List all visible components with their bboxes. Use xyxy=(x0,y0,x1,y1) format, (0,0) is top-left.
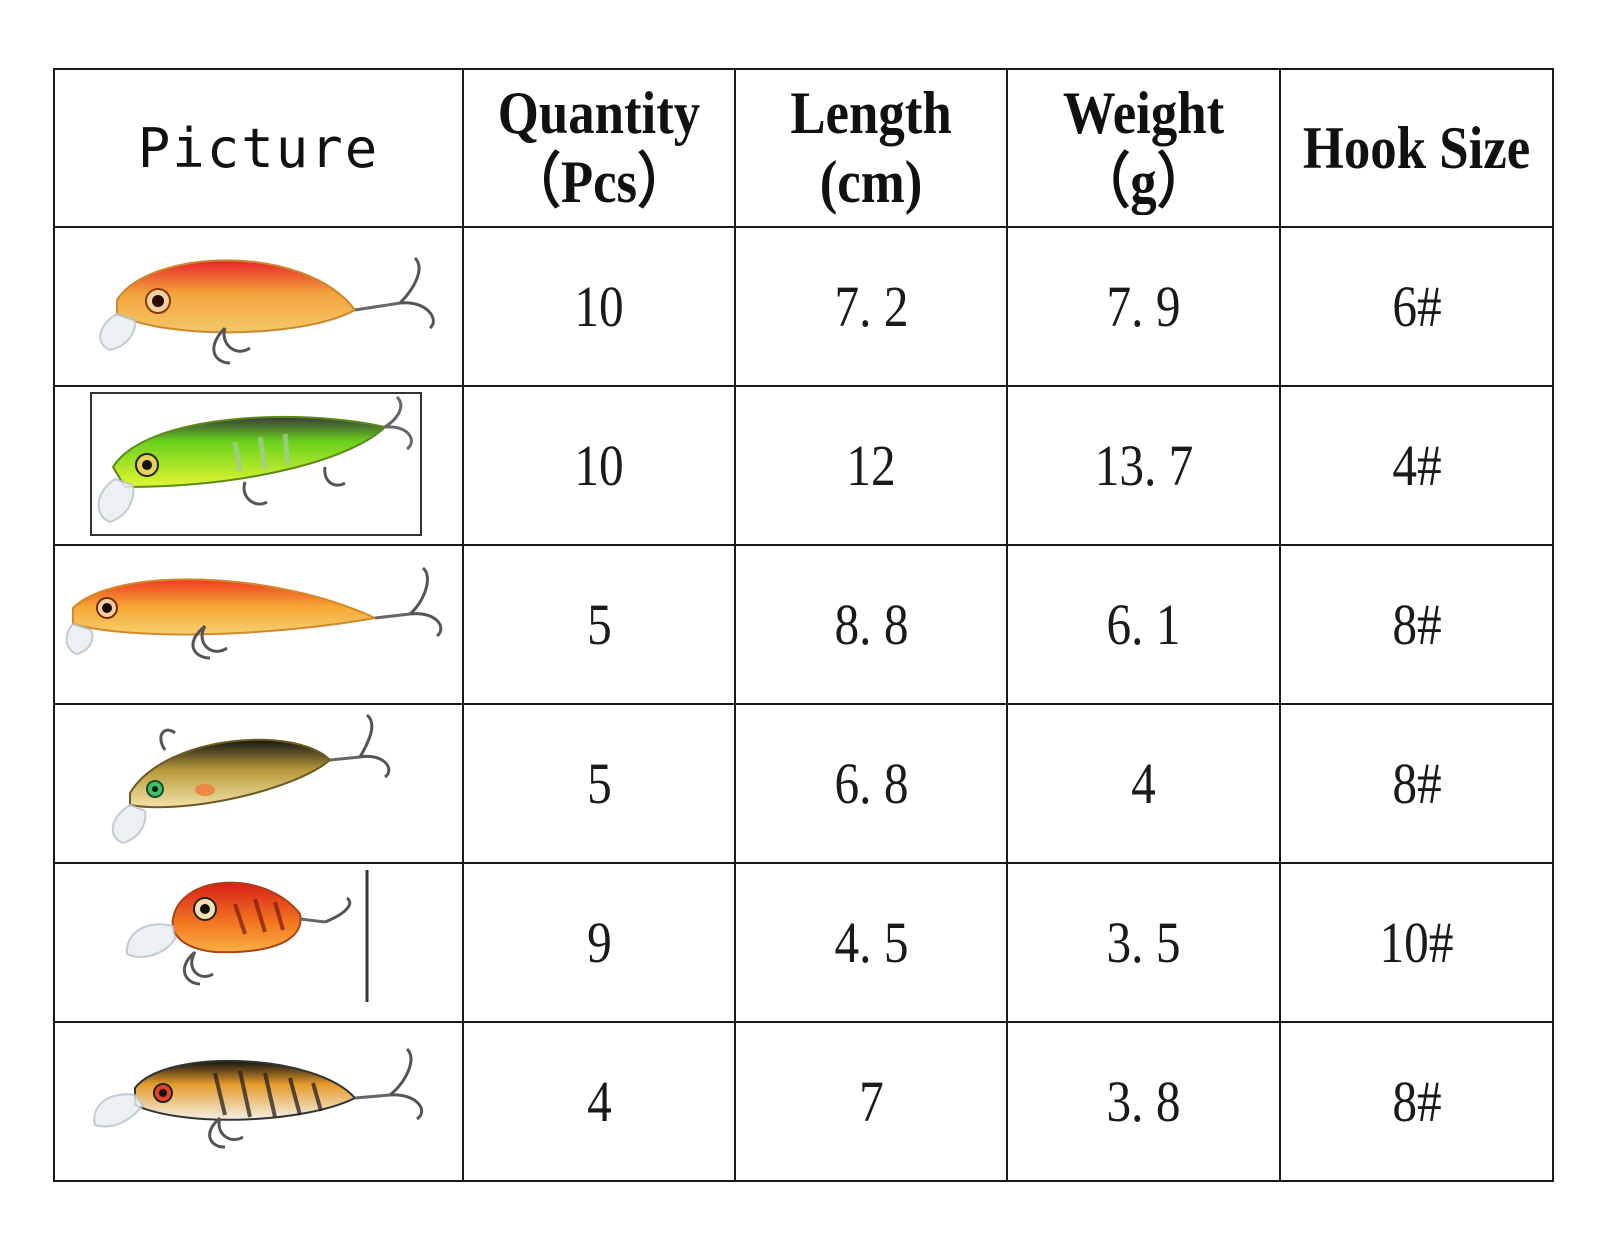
length-cell: 6. 8 xyxy=(734,703,1008,864)
quantity-value: 10 xyxy=(574,274,624,339)
header-picture: Picture xyxy=(53,68,464,228)
quantity-cell: 10 xyxy=(462,385,736,546)
weight-cell: 3. 8 xyxy=(1006,1021,1281,1182)
length-value: 4. 5 xyxy=(834,910,908,975)
hook-size-value: 8# xyxy=(1391,1069,1442,1134)
weight-cell: 7. 9 xyxy=(1006,226,1281,387)
quantity-value: 4 xyxy=(586,1069,612,1134)
weight-cell: 4 xyxy=(1006,703,1281,864)
header-hook-size: Hook Size xyxy=(1295,68,1538,228)
length-value: 6. 8 xyxy=(834,751,908,816)
header-quantity-label: Quantity xyxy=(497,80,701,146)
header-weight: Weight （g） xyxy=(1022,68,1265,228)
weight-cell: 6. 1 xyxy=(1006,544,1281,705)
black-back-gold-minnow-lure-icon xyxy=(111,713,391,845)
hook-size-cell: 4# xyxy=(1279,385,1554,546)
weight-cell: 3. 5 xyxy=(1006,862,1281,1023)
quantity-cell: 10 xyxy=(462,226,736,387)
length-cell: 12 xyxy=(734,385,1008,546)
quantity-cell: 9 xyxy=(462,862,736,1023)
table-row: 5 8. 8 6. 1 8# xyxy=(53,544,1554,705)
header-quantity: Quantity （Pcs） xyxy=(478,68,720,228)
length-cell: 8. 8 xyxy=(734,544,1008,705)
length-value: 7 xyxy=(858,1069,884,1134)
hook-size-cell: 8# xyxy=(1279,1021,1554,1182)
lure-spec-table: Picture Quantity （Pcs） Length (cm) Weigh… xyxy=(53,68,1554,1182)
hook-size-cell: 10# xyxy=(1279,862,1554,1023)
table-row: 10 7. 2 7. 9 6# xyxy=(53,226,1554,387)
orange-slim-minnow-lure-icon xyxy=(65,566,443,660)
quantity-value: 9 xyxy=(586,910,612,975)
quantity-cell: 4 xyxy=(462,1021,736,1182)
length-cell: 7 xyxy=(734,1021,1008,1182)
red-head-gold-minnow-lure-icon xyxy=(99,256,435,365)
weight-value: 7. 9 xyxy=(1106,274,1181,339)
quantity-value: 10 xyxy=(574,433,624,498)
quantity-cell: 5 xyxy=(462,544,736,705)
weight-value: 3. 8 xyxy=(1106,1069,1181,1134)
hook-size-cell: 6# xyxy=(1279,226,1554,387)
quantity-cell: 5 xyxy=(462,703,736,864)
table-row: 4 7 3. 8 8# xyxy=(53,1021,1554,1182)
quantity-value: 5 xyxy=(586,592,612,657)
hook-size-cell: 8# xyxy=(1279,703,1554,864)
header-length-label: Length xyxy=(790,80,952,146)
picture-cell xyxy=(53,703,464,864)
header-length: Length (cm) xyxy=(750,68,992,228)
weight-value: 13. 7 xyxy=(1094,433,1193,498)
header-row: Picture Quantity （Pcs） Length (cm) Weigh… xyxy=(53,68,1553,228)
weight-value: 6. 1 xyxy=(1106,592,1181,657)
hook-size-value: 8# xyxy=(1391,592,1442,657)
table-row: 5 6. 8 4 8# xyxy=(53,703,1554,864)
length-value: 8. 8 xyxy=(834,592,908,657)
header-weight-label: Weight xyxy=(1062,80,1225,146)
black-back-tiger-minnow-lure-icon xyxy=(93,1047,424,1149)
red-crankbait-lure-icon xyxy=(125,870,369,1002)
quantity-value: 5 xyxy=(586,751,612,816)
length-value: 7. 2 xyxy=(834,274,908,339)
table-row: 10 12 13. 7 4# xyxy=(53,385,1554,546)
hook-size-value: 10# xyxy=(1379,910,1454,975)
weight-cell: 13. 7 xyxy=(1006,385,1281,546)
hook-size-cell: 8# xyxy=(1279,544,1554,705)
picture-cell xyxy=(53,1021,464,1182)
picture-cell xyxy=(53,544,464,705)
green-firetiger-minnow-lure-icon xyxy=(90,392,422,536)
length-value: 12 xyxy=(846,433,896,498)
picture-cell xyxy=(53,862,464,1023)
hook-size-value: 4# xyxy=(1391,433,1442,498)
picture-cell xyxy=(53,226,464,387)
header-length-unit: (cm) xyxy=(819,149,923,215)
weight-value: 4 xyxy=(1131,751,1156,816)
hook-size-value: 8# xyxy=(1391,751,1442,816)
hook-size-value: 6# xyxy=(1391,274,1442,339)
length-cell: 7. 2 xyxy=(734,226,1008,387)
picture-cell xyxy=(53,385,464,546)
header-weight-unit: （g） xyxy=(1077,149,1210,215)
length-cell: 4. 5 xyxy=(734,862,1008,1023)
weight-value: 3. 5 xyxy=(1106,910,1181,975)
header-quantity-unit: （Pcs） xyxy=(508,149,690,215)
table-row: 9 4. 5 3. 5 10# xyxy=(53,862,1554,1023)
